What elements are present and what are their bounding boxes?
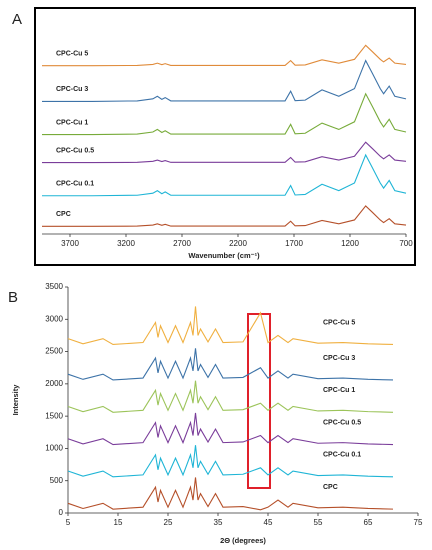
series-line xyxy=(67,348,394,381)
panel-frame xyxy=(34,7,416,266)
x-axis-title: Wavenumber (cm⁻¹) xyxy=(188,251,260,260)
panel-label: A xyxy=(12,11,22,28)
x-tick-label: 25 xyxy=(164,518,173,527)
y-tick-label: 1500 xyxy=(45,411,63,420)
panel-label: B xyxy=(8,289,18,306)
x-tick-label: 45 xyxy=(264,518,273,527)
x-tick-label: 75 xyxy=(414,518,423,527)
y-tick-label: 500 xyxy=(50,476,64,485)
series-label: CPC-Cu 1 xyxy=(323,387,355,394)
series-label: CPC-Cu 0.5 xyxy=(323,419,361,426)
series-line xyxy=(42,92,407,136)
y-axis-title: Intensity xyxy=(11,384,20,416)
series-line xyxy=(42,141,407,164)
series-label: CPC-Cu 5 xyxy=(323,319,355,326)
highlight-box xyxy=(247,313,271,489)
series-line xyxy=(67,412,394,446)
x-tick-label: 55 xyxy=(314,518,323,527)
series-label: CPC-Cu 1 xyxy=(56,119,88,126)
y-tick-label: 2500 xyxy=(45,347,63,356)
series-line xyxy=(42,44,407,67)
series-label: CPC-Cu 5 xyxy=(56,51,88,58)
series-line xyxy=(67,445,394,478)
x-tick-label: 2200 xyxy=(229,239,247,248)
x-tick-label: 1200 xyxy=(341,239,359,248)
series-line xyxy=(42,205,407,227)
x-axis-title: 2Θ (degrees) xyxy=(220,536,266,545)
y-tick-label: 3000 xyxy=(45,314,63,323)
series-label: CPC-Cu 3 xyxy=(323,355,355,362)
x-tick-label: 65 xyxy=(364,518,373,527)
x-tick-label: 3200 xyxy=(117,239,135,248)
x-tick-label: 35 xyxy=(214,518,223,527)
y-tick-label: 1000 xyxy=(45,444,63,453)
series-label: CPC-Cu 0.1 xyxy=(56,181,94,188)
x-tick-label: 1700 xyxy=(285,239,303,248)
series-label: CPC xyxy=(323,484,338,491)
y-tick-label: 2000 xyxy=(45,379,63,388)
series-line xyxy=(42,153,407,197)
series-label: CPC-Cu 0.1 xyxy=(323,452,361,459)
x-tick-label: 15 xyxy=(114,518,123,527)
series-label: CPC xyxy=(56,211,71,218)
x-tick-label: 5 xyxy=(66,518,71,527)
series-label: CPC-Cu 3 xyxy=(56,86,88,93)
x-tick-label: 2700 xyxy=(173,239,191,248)
x-tick-label: 700 xyxy=(399,239,413,248)
series-line xyxy=(42,59,407,102)
series-label: CPC-Cu 0.5 xyxy=(56,147,94,154)
y-tick-label: 3500 xyxy=(45,282,63,291)
series-line xyxy=(67,477,394,511)
x-tick-label: 3700 xyxy=(61,239,79,248)
series-line xyxy=(67,380,394,413)
y-tick-label: 0 xyxy=(59,508,64,517)
series-line xyxy=(67,306,394,346)
